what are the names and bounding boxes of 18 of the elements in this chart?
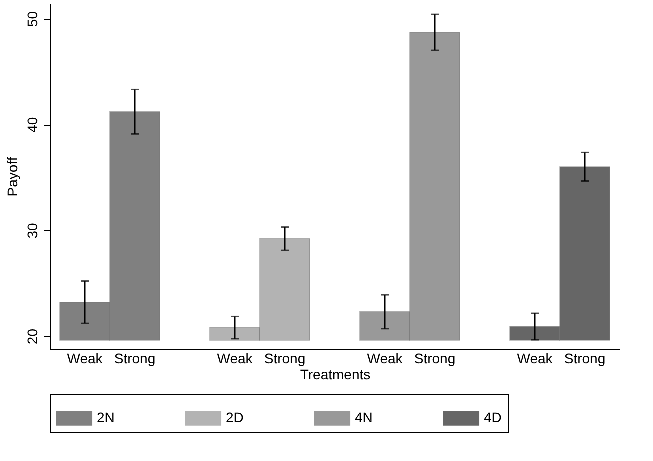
y-axis-title: Payoff — [4, 157, 20, 197]
x-tick-label: Weak — [517, 350, 554, 366]
x-tick-label: Strong — [564, 350, 606, 366]
x-tick-label: Strong — [414, 350, 456, 366]
legend-label: 4D — [484, 410, 502, 426]
y-tick-label: 50 — [24, 11, 40, 28]
x-tick-label: Strong — [114, 350, 156, 366]
x-tick-label: Strong — [264, 350, 306, 366]
y-tick-label: 30 — [24, 222, 40, 239]
y-tick-label: 20 — [24, 328, 40, 345]
x-tick-label: Weak — [67, 350, 104, 366]
legend-label: 4N — [355, 410, 373, 426]
y-tick-label: 40 — [24, 117, 40, 133]
legend-label: 2D — [226, 410, 244, 426]
legend-label: 2N — [97, 410, 115, 426]
x-axis-title: Treatments — [300, 366, 371, 382]
x-tick-label: Weak — [367, 350, 404, 366]
x-tick-label: Weak — [217, 350, 254, 366]
